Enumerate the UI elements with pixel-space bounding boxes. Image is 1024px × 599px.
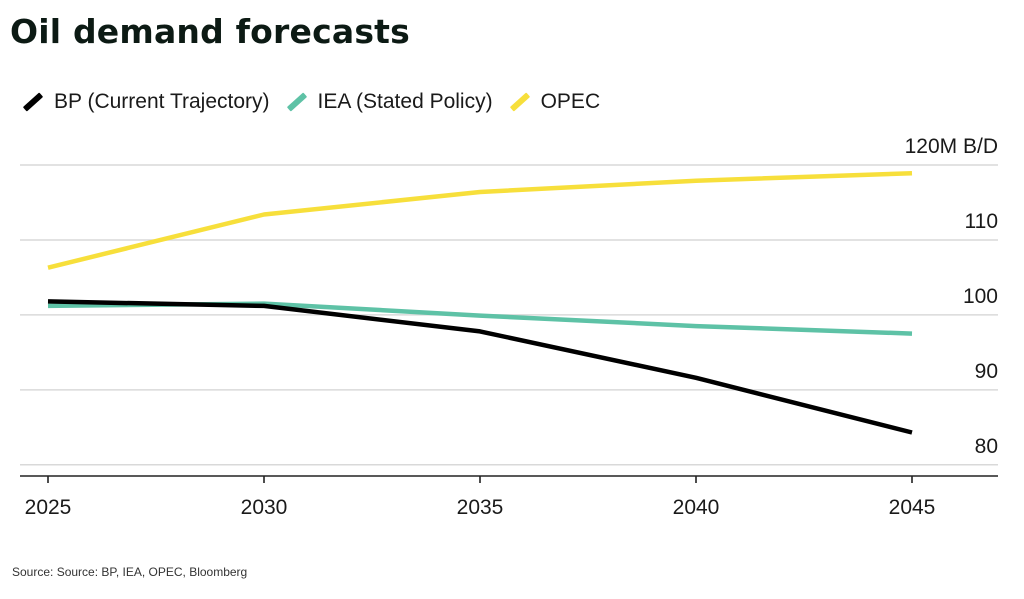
legend-item-opec: OPEC xyxy=(509,90,601,114)
y-tick-label-100: 100 xyxy=(963,285,998,308)
y-tick-label-90: 90 xyxy=(975,360,998,383)
series-line-opec xyxy=(47,170,913,270)
legend-label-bp: BP (Current Trajectory) xyxy=(54,90,270,113)
x-tick-label-2040: 2040 xyxy=(673,496,720,519)
series-line-iea xyxy=(47,301,913,336)
x-tick-label-2035: 2035 xyxy=(457,496,504,519)
source-note: Source: Source: BP, IEA, OPEC, Bloomberg xyxy=(12,565,248,579)
x-tick-label-2045: 2045 xyxy=(889,496,936,519)
legend-item-iea: IEA (Stated Policy) xyxy=(286,90,493,114)
y-tick-label-80: 80 xyxy=(975,435,998,458)
chart-title: Oil demand forecasts xyxy=(10,12,410,51)
x-tick-label-2030: 2030 xyxy=(241,496,288,519)
x-tick-label-2025: 2025 xyxy=(25,496,72,519)
legend-label-iea: IEA (Stated Policy) xyxy=(317,90,493,113)
y-tick-label-110: 110 xyxy=(965,210,998,233)
chart-legend: BP (Current Trajectory) IEA (Stated Poli… xyxy=(22,90,616,114)
y-tick-label-120: 120M B/D xyxy=(905,135,998,158)
line-chart: 120M B/D 110 100 90 80 2025 2030 2035 2040 2045 xyxy=(20,135,998,519)
legend-item-bp: BP (Current Trajectory) xyxy=(22,90,270,114)
series-line-bp xyxy=(47,299,913,435)
legend-label-opec: OPEC xyxy=(540,90,601,113)
